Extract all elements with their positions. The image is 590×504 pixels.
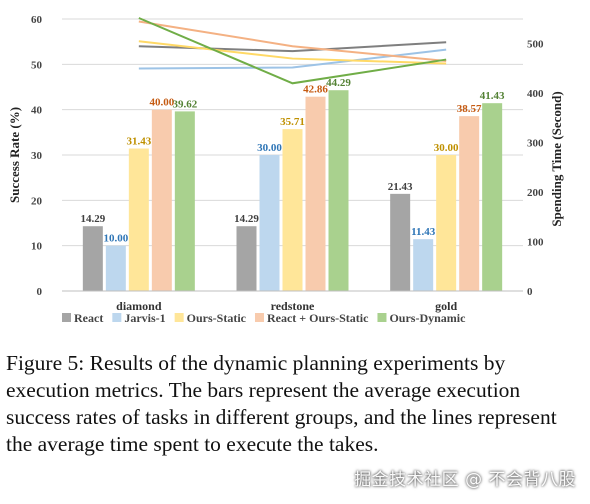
y-tick-label: 30: [31, 150, 43, 162]
time-line-2: [138, 40, 447, 65]
bar-diamond-3: [151, 109, 172, 292]
legend-label: Ours-Static: [187, 311, 247, 325]
watermark: 掘金技术社区 @ 不会背八股: [354, 470, 576, 490]
bar-diamond-2: [128, 148, 149, 291]
bar-gold-0: [390, 193, 411, 291]
bar-redstone-3: [305, 96, 326, 292]
bar-diamond-0: [82, 226, 103, 291]
y2-tick-label: 400: [527, 88, 544, 100]
time-line-4: [138, 17, 447, 85]
x-category-label: redstone: [271, 299, 315, 313]
bar-data-label: 38.57: [457, 103, 482, 115]
caption-label: Figure 5:: [6, 351, 85, 375]
legend-swatch: [377, 313, 387, 322]
bar-data-label: 35.71: [280, 116, 305, 128]
bar-data-label: 10.00: [103, 233, 128, 245]
y2-tick-label: 200: [527, 187, 544, 199]
bar-gold-4: [482, 103, 503, 292]
y-axis-title: Success Rate (%): [7, 107, 22, 203]
bar-data-label: 30.00: [257, 142, 282, 154]
legend-label: React: [74, 311, 103, 325]
legend-label: Jarvis-1: [124, 311, 165, 325]
bar-data-label: 31.43: [126, 136, 151, 148]
bar-gold-2: [436, 155, 457, 291]
y2-tick-label: 500: [527, 39, 544, 51]
bar-redstone-1: [259, 155, 280, 291]
figure-caption: Figure 5: Results of the dynamic plannin…: [6, 350, 584, 458]
bar-gold-3: [459, 116, 480, 292]
y-tick-label: 20: [31, 195, 43, 207]
y-tick-label: 0: [37, 286, 43, 298]
bar-data-label: 41.43: [480, 90, 505, 102]
chart-area: 0 10 20 30 40 50 60 0 100 200 300 400 500 Success Rat…: [7, 14, 564, 325]
bar-data-label: 40.00: [149, 97, 174, 109]
x-category-label: gold: [435, 299, 457, 313]
y-tick-label: 50: [31, 59, 43, 71]
y2-tick-label: 100: [527, 237, 544, 249]
y-tick-label: 10: [31, 241, 43, 253]
y2-tick-label: 300: [527, 138, 544, 150]
legend-label: React + Ours-Static: [267, 311, 369, 325]
bar-redstone-0: [236, 226, 257, 291]
bar-data-label: 14.29: [80, 213, 105, 225]
time-line-3: [138, 20, 447, 63]
bar-data-label: 21.43: [388, 181, 413, 193]
bar-data-label: 42.86: [303, 84, 328, 96]
legend-label: Ours-Dynamic: [389, 311, 466, 325]
y-tick-label: 60: [31, 14, 43, 26]
caption-text: Results of the dynamic planning experime…: [6, 351, 557, 456]
bar-gold-1: [413, 239, 434, 291]
legend-swatch: [112, 313, 122, 322]
bar-redstone-4: [328, 90, 349, 292]
bar-redstone-2: [282, 129, 303, 291]
y2-tick-label: 0: [527, 286, 533, 298]
bar-data-label: 30.00: [434, 142, 459, 154]
combo-chart: 0 10 20 30 40 50 60 0 100 200 300 400 500 Success Rat…: [7, 14, 564, 325]
bar-data-label: 11.43: [411, 226, 436, 238]
bar-data-label: 44.29: [326, 77, 351, 89]
legend-swatch: [254, 313, 264, 322]
legend-swatch: [174, 313, 184, 322]
bar-diamond-4: [174, 111, 195, 291]
bar-data-label: 14.29: [234, 213, 259, 225]
bar-diamond-1: [105, 245, 126, 291]
y-tick-label: 40: [31, 105, 43, 117]
y2-axis-title: Spending Time (Second): [549, 91, 564, 226]
bar-data-label: 39.62: [172, 98, 197, 110]
x-category-label: diamond: [116, 299, 162, 313]
legend-swatch: [62, 313, 71, 322]
